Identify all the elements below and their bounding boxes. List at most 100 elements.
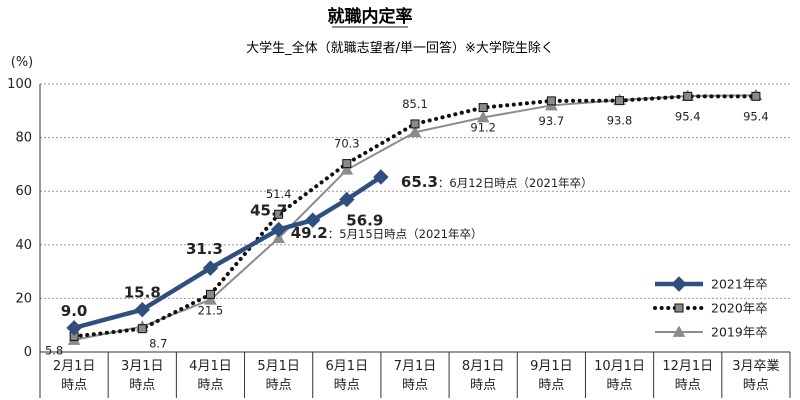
x-tick-label: 時点: [538, 378, 564, 393]
y-tick-label: 60: [15, 184, 32, 199]
data-point: [683, 91, 693, 101]
x-tick-label: 時点: [129, 378, 155, 393]
data-label-value: 93.8: [607, 114, 633, 128]
data-label: 45.7: [250, 202, 287, 220]
data-label: 85.1: [402, 97, 428, 111]
series-0: [66, 169, 389, 336]
x-tick-label: 時点: [61, 378, 87, 393]
series-1: [69, 91, 761, 341]
data-label-value: 91.2: [470, 121, 496, 135]
legend-item-2: 2019年卒: [655, 325, 768, 340]
x-tick-label: 時点: [743, 378, 769, 393]
data-point: [270, 221, 287, 238]
data-label: 56.9: [346, 212, 383, 230]
data-label: 49.2：5月15日時点（2021年卒）: [291, 224, 483, 242]
data-point: [274, 209, 284, 219]
data-point: [305, 212, 321, 228]
data-label: 51.4: [266, 187, 292, 201]
x-tick-label: 2月1日: [53, 359, 96, 374]
data-point: [66, 320, 82, 336]
data-label: 93.8: [607, 114, 633, 128]
data-point: [339, 191, 355, 208]
data-label-value: 65.3: [401, 173, 438, 191]
chart-subtitle: 大学生_全体（就職志望者/単一回答）※大学院生除く: [246, 40, 554, 56]
x-tick-label: 12月1日: [662, 359, 713, 374]
data-label: 70.3: [334, 137, 360, 151]
legend-item-1: 2020年卒: [653, 301, 768, 316]
x-tick-label: 時点: [197, 378, 223, 393]
data-point: [134, 301, 150, 318]
data-label: 8.7: [149, 337, 167, 351]
data-label: 15.8: [124, 284, 161, 302]
data-label: 95.4: [743, 109, 769, 123]
data-label-value: 45.7: [250, 202, 287, 220]
data-point: [615, 96, 625, 106]
x-tick-label: 4月1日: [189, 359, 232, 374]
data-label-value: 5.8: [45, 343, 63, 357]
x-tick-label: 時点: [675, 378, 701, 393]
x-tick-label: 時点: [334, 378, 360, 393]
legend-label: 2021年卒: [711, 277, 768, 292]
data-point: [340, 163, 354, 175]
data-label-value: 51.4: [266, 187, 292, 201]
x-tick-label: 時点: [607, 378, 633, 393]
data-label-value: 15.8: [124, 284, 161, 302]
x-tick-label: 3月卒業: [732, 358, 779, 374]
data-point: [672, 325, 686, 337]
data-label: 93.7: [539, 114, 565, 128]
y-tick-label: 100: [7, 77, 32, 92]
data-point: [671, 276, 687, 292]
data-point: [205, 289, 215, 299]
data-label-layer: 9.0 15.8 31.3 45.749.2：5月15日時点（2021年卒）56.9 6…: [45, 97, 769, 358]
data-label-value: 9.0: [61, 302, 88, 320]
data-point: [751, 91, 761, 101]
y-axis-unit-label: (%): [11, 55, 34, 70]
x-tick-label: 5月1日: [257, 359, 300, 374]
y-tick-label: 80: [15, 131, 32, 146]
data-label: 65.3：6月12日時点（2021年卒）: [401, 173, 593, 191]
data-label-note: ：6月12日時点（2021年卒）: [438, 176, 593, 190]
legend-item-0: 2021年卒: [655, 276, 768, 292]
data-point: [137, 324, 147, 334]
data-point: [204, 293, 217, 305]
x-tick-label: 8月1日: [462, 359, 505, 374]
data-point: [546, 96, 556, 106]
data-point: [272, 231, 285, 243]
x-tick-label: 9月1日: [530, 359, 573, 374]
data-label-value: 8.7: [149, 337, 167, 351]
data-point: [478, 103, 488, 113]
data-label: 95.4: [675, 109, 701, 123]
data-label-value: 49.2: [291, 224, 328, 242]
x-tick-label: 7月1日: [394, 359, 437, 374]
data-label-value: 31.3: [186, 240, 223, 258]
x-tick-label: 3月1日: [121, 359, 164, 374]
data-label: 21.5: [198, 303, 224, 317]
data-label-value: 95.4: [675, 109, 701, 123]
legend-label: 2019年卒: [711, 325, 768, 340]
data-point: [410, 119, 420, 129]
data-label-value: 95.4: [743, 109, 769, 123]
data-label-value: 21.5: [198, 303, 224, 317]
data-label: 5.8: [45, 343, 63, 357]
x-tick-label: 時点: [402, 378, 428, 393]
x-tick-label: 6月1日: [326, 359, 369, 374]
data-label: 9.0: [61, 302, 88, 320]
data-point: [373, 169, 389, 185]
legend-label: 2020年卒: [711, 301, 768, 316]
data-label: 91.2: [470, 121, 496, 135]
data-point: [408, 125, 422, 138]
data-label-value: 93.7: [539, 114, 565, 128]
data-point: [342, 159, 352, 169]
series-line: [73, 175, 383, 331]
data-point: [202, 260, 219, 276]
data-label-value: 85.1: [402, 97, 428, 111]
y-tick-label: 20: [15, 291, 32, 306]
y-tick-label: 40: [15, 238, 32, 253]
x-tick-label: 時点: [470, 378, 496, 393]
legend: 2021年卒 2020年卒 2019年卒: [653, 276, 768, 340]
data-point: [674, 303, 684, 313]
x-tick-label: 時点: [266, 378, 292, 393]
